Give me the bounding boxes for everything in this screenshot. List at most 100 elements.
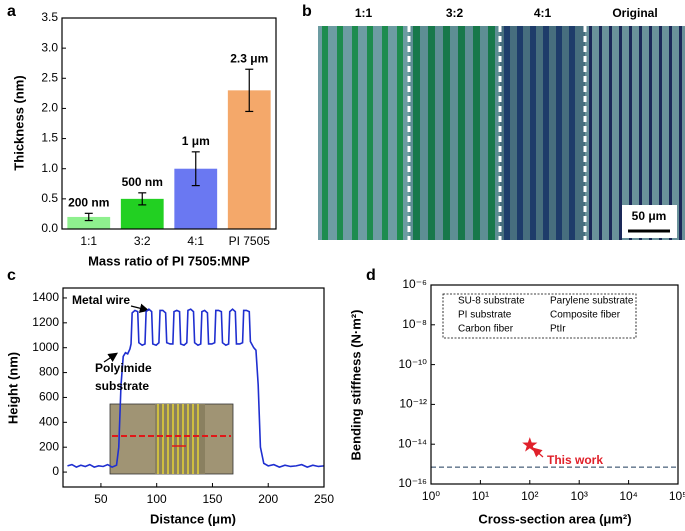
- stripe: [473, 26, 480, 240]
- y-tick-label: 1.5: [41, 131, 58, 145]
- stripe: [458, 26, 465, 240]
- stripe: [569, 26, 575, 240]
- y-tick-label: 2.5: [41, 70, 58, 84]
- micrograph-region: [409, 26, 500, 240]
- x-axis-label: Mass ratio of PI 7505:MNP: [88, 253, 250, 268]
- x-tick-label: 10¹: [472, 489, 489, 503]
- stripe: [413, 26, 420, 240]
- micrograph-region: [318, 26, 409, 240]
- annotation-arrow: [532, 447, 544, 458]
- y-tick-label: 200: [39, 439, 59, 453]
- x-tick-label: 10⁴: [619, 489, 638, 503]
- bar: [67, 216, 111, 229]
- value-label: 200 nm: [68, 195, 109, 209]
- stripe: [556, 26, 562, 240]
- stripe: [669, 26, 672, 240]
- stripe: [322, 26, 328, 240]
- panel-label: b: [302, 3, 312, 20]
- stripe: [352, 26, 358, 240]
- panel-label: c: [7, 267, 16, 284]
- scale-bar-label: 50 μm: [632, 209, 667, 223]
- x-tick-label: 3:2: [134, 234, 151, 248]
- panel-label: a: [7, 3, 16, 20]
- plot-frame: [430, 284, 679, 485]
- stripe: [629, 26, 632, 240]
- column-label: Original: [612, 6, 657, 20]
- plot-frame: [62, 287, 325, 488]
- value-label: 2.3 μm: [230, 51, 268, 65]
- x-tick-label: 10³: [571, 489, 588, 503]
- y-tick-label: 10⁻¹²: [399, 397, 427, 411]
- column-label: 3:2: [446, 6, 464, 20]
- y-tick-label: 10⁻⁸: [402, 317, 427, 331]
- annotation: This work: [547, 453, 603, 467]
- stripe: [504, 26, 510, 240]
- y-tick-label: 2.0: [41, 101, 58, 115]
- x-tick-label: 150: [202, 492, 222, 506]
- stripe: [517, 26, 523, 240]
- y-axis-label: Bending stiffness (N·m²): [348, 310, 363, 461]
- micrograph: [318, 26, 685, 240]
- stripe: [397, 26, 403, 240]
- annotation: substrate: [95, 379, 149, 393]
- stripe: [543, 26, 549, 240]
- annotation-arrow: [130, 303, 150, 313]
- x-tick-label: 10²: [521, 489, 538, 503]
- x-tick-label: 50: [94, 492, 108, 506]
- annotation-arrow: [103, 352, 118, 363]
- annotation: Metal wire: [72, 293, 130, 307]
- x-tick-label: 4:1: [187, 234, 204, 248]
- stripe: [530, 26, 536, 240]
- legend-label: Composite fiber: [550, 310, 621, 321]
- y-tick-label: 10⁻⁶: [402, 277, 427, 291]
- legend-label: Parylene substrate: [550, 296, 634, 307]
- legend-label: SU-8 substrate: [458, 296, 525, 307]
- x-tick-label: 1:1: [80, 234, 97, 248]
- x-tick-label: 10⁰: [422, 489, 440, 503]
- y-tick-label: 10⁻¹⁶: [398, 476, 427, 490]
- stripe: [367, 26, 373, 240]
- stripe: [599, 26, 602, 240]
- stripe: [589, 26, 592, 240]
- stripe: [609, 26, 612, 240]
- annotation: Polyimide: [95, 361, 152, 375]
- y-tick-label: 1.0: [41, 161, 58, 175]
- x-axis-label: Distance (μm): [150, 511, 236, 526]
- stripe: [639, 26, 642, 240]
- y-tick-label: 0.0: [41, 221, 58, 235]
- value-label: 500 nm: [122, 175, 163, 189]
- y-tick-label: 0.5: [41, 191, 58, 205]
- y-tick-label: 400: [39, 414, 59, 428]
- panel-label: d: [366, 267, 376, 284]
- y-tick-label: 1400: [32, 290, 59, 304]
- legend-box: [442, 293, 637, 339]
- stripe: [428, 26, 435, 240]
- stripe: [659, 26, 662, 240]
- bar: [227, 90, 271, 229]
- column-label: 1:1: [355, 6, 373, 20]
- stripe: [679, 26, 682, 240]
- stripe: [619, 26, 622, 240]
- x-tick-label: 200: [258, 492, 278, 506]
- stripe: [649, 26, 652, 240]
- highlight-point: [522, 437, 538, 452]
- y-axis-label: Thickness (nm): [11, 75, 26, 170]
- plot-frame: [61, 17, 277, 230]
- y-tick-label: 800: [39, 365, 59, 379]
- y-tick-label: 10⁻¹⁰: [399, 357, 428, 371]
- y-tick-label: 1200: [32, 315, 59, 329]
- y-tick-label: 600: [39, 390, 59, 404]
- column-label: 4:1: [534, 6, 552, 20]
- y-tick-label: 0: [52, 464, 59, 478]
- y-axis-label: Height (nm): [5, 352, 20, 424]
- stripe: [443, 26, 450, 240]
- y-tick-label: 10⁻¹⁴: [398, 436, 427, 450]
- inset-photo: [109, 403, 234, 475]
- legend-label: Carbon fiber: [458, 324, 514, 335]
- legend-label: PI substrate: [458, 310, 512, 321]
- y-tick-label: 1000: [32, 340, 59, 354]
- stripe: [382, 26, 388, 240]
- data-line: [67, 308, 325, 468]
- x-tick-label: 100: [147, 492, 167, 506]
